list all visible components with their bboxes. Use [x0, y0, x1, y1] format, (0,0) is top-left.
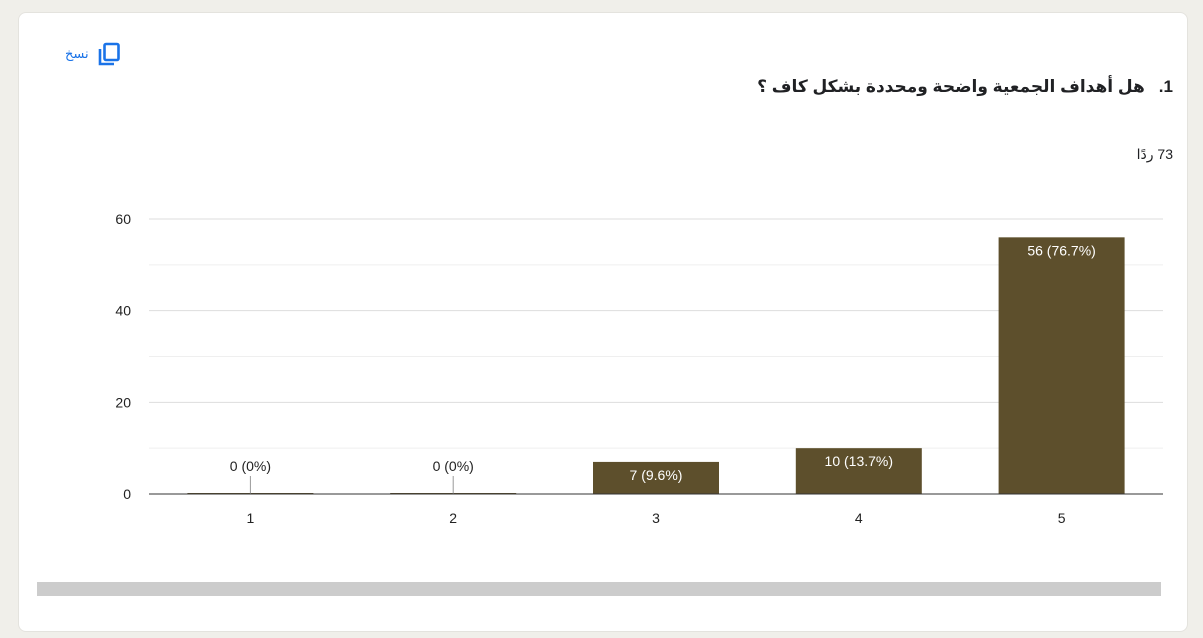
x-tick-label: 4 [855, 510, 863, 526]
x-tick-label: 3 [652, 510, 660, 526]
horizontal-scrollbar[interactable] [37, 582, 1161, 596]
data-label: 0 (0%) [230, 458, 271, 474]
data-label: 0 (0%) [433, 458, 474, 474]
y-tick-label: 20 [115, 394, 131, 410]
response-count: 73 ردًا [1137, 146, 1173, 163]
data-label: 7 (9.6%) [630, 467, 683, 483]
bar [795, 448, 922, 494]
y-tick-label: 60 [115, 211, 131, 227]
bar [593, 461, 719, 494]
y-tick-label: 40 [115, 303, 131, 319]
question-text: هل أهداف الجمعية واضحة ومحددة بشكل كاف ؟ [757, 77, 1145, 96]
copy-label: نسخ [65, 46, 89, 61]
response-count-number: 73 [1157, 146, 1173, 162]
bar [998, 237, 1125, 495]
x-tick-label: 1 [247, 510, 255, 526]
data-label: 56 (76.7%) [1027, 242, 1095, 258]
y-tick-label: 0 [123, 486, 131, 502]
data-label: 10 (13.7%) [825, 453, 893, 469]
response-count-label: ردًا [1136, 146, 1154, 162]
question-number: 1. [1158, 77, 1173, 96]
copy-button[interactable]: نسخ [65, 41, 123, 67]
copy-icon [98, 42, 120, 66]
bar-chart: 0 20 40 60 0 (0%) 1 0 (0%) 2 7 (9.6%) 3 10 (13.7%)… [115, 211, 1163, 526]
x-tick-label: 2 [449, 510, 457, 526]
question-title: 1. هل أهداف الجمعية واضحة ومحددة بشكل كاف… [757, 77, 1173, 97]
x-tick-label: 5 [1058, 510, 1066, 526]
question-card: نسخ 1. هل أهداف الجمعية واضحة ومحددة بشكل… [18, 12, 1188, 632]
